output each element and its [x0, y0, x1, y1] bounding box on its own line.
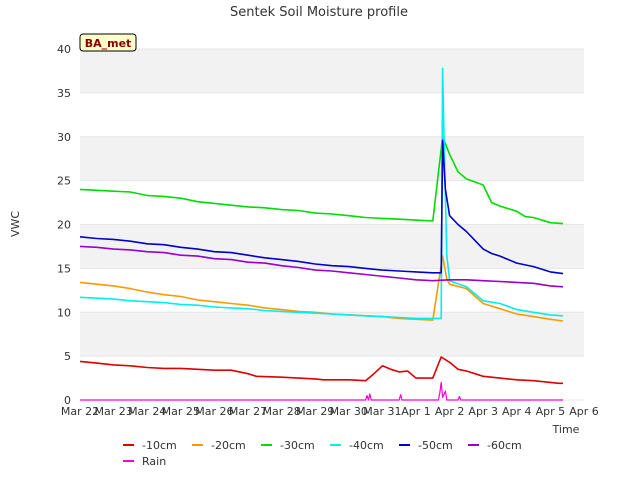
- site-label-badge: BA_met: [79, 33, 137, 52]
- grid-band: [80, 268, 584, 313]
- series-line-6: [80, 381, 563, 401]
- legend-label: -50cm: [418, 439, 453, 452]
- x-tick-label: Apr 6: [569, 405, 599, 418]
- x-tick-label: Mar 24: [128, 405, 166, 418]
- x-tick-label: Mar 25: [162, 405, 200, 418]
- y-tick-label: 35: [57, 87, 71, 100]
- grid-band: [80, 92, 584, 137]
- site-label: BA_met: [85, 37, 132, 50]
- x-tick-label: Apr 2: [435, 405, 465, 418]
- x-tick-label: Mar 28: [262, 405, 300, 418]
- chart-title: Sentek Soil Moisture profile: [230, 5, 408, 20]
- x-tick-label: Mar 22: [61, 405, 99, 418]
- y-tick-label: 40: [57, 43, 71, 56]
- y-tick-label: 5: [64, 350, 71, 363]
- legend-label: -30cm: [280, 439, 315, 452]
- grid-bands: [80, 48, 584, 401]
- legend-label: -10cm: [142, 439, 177, 452]
- series-line-4: [79, 139, 564, 275]
- series-line-0: [79, 356, 563, 385]
- x-tick-label: Apr 1: [401, 405, 431, 418]
- legend-label: -20cm: [211, 439, 246, 452]
- y-tick-label: 0: [64, 394, 71, 407]
- grid-band: [80, 136, 584, 181]
- x-tick-label: Mar 31: [363, 405, 401, 418]
- x-tick-label: Mar 27: [229, 405, 267, 418]
- y-tick-label: 15: [57, 262, 71, 275]
- legend-label: -60cm: [487, 439, 522, 452]
- x-tick-label: Mar 26: [195, 405, 233, 418]
- x-axis-label: Time: [552, 423, 580, 436]
- y-tick-label: 20: [57, 219, 71, 232]
- series-line-2: [79, 136, 564, 225]
- grid-band: [80, 356, 584, 400]
- x-tick-label: Apr 4: [502, 405, 532, 418]
- x-tick-label: Mar 23: [94, 405, 132, 418]
- legend-label: Rain: [142, 455, 166, 468]
- x-tick-label: Apr 5: [536, 405, 566, 418]
- grid-band: [80, 180, 584, 225]
- y-tick-label: 10: [57, 306, 71, 319]
- y-axis-label: VWC: [9, 211, 22, 237]
- legend: -10cm -20cm -30cm -40cm -50cm -60cm Rain: [123, 439, 522, 468]
- grid-band: [80, 49, 584, 93]
- legend-label: -40cm: [349, 439, 384, 452]
- x-tick-label: Mar 29: [296, 405, 334, 418]
- y-tick-label: 25: [57, 175, 71, 188]
- series-line-5: [79, 245, 564, 288]
- series-lines: [79, 67, 564, 401]
- x-tick-label: Mar 30: [330, 405, 368, 418]
- x-tick-label: Apr 3: [468, 405, 498, 418]
- y-axis-ticks: 0 5 10 15 20 25 30 35 40: [57, 43, 71, 407]
- series-line-3: [79, 67, 564, 320]
- grid-band: [80, 224, 584, 269]
- y-tick-label: 30: [57, 131, 71, 144]
- grid-band: [80, 312, 584, 357]
